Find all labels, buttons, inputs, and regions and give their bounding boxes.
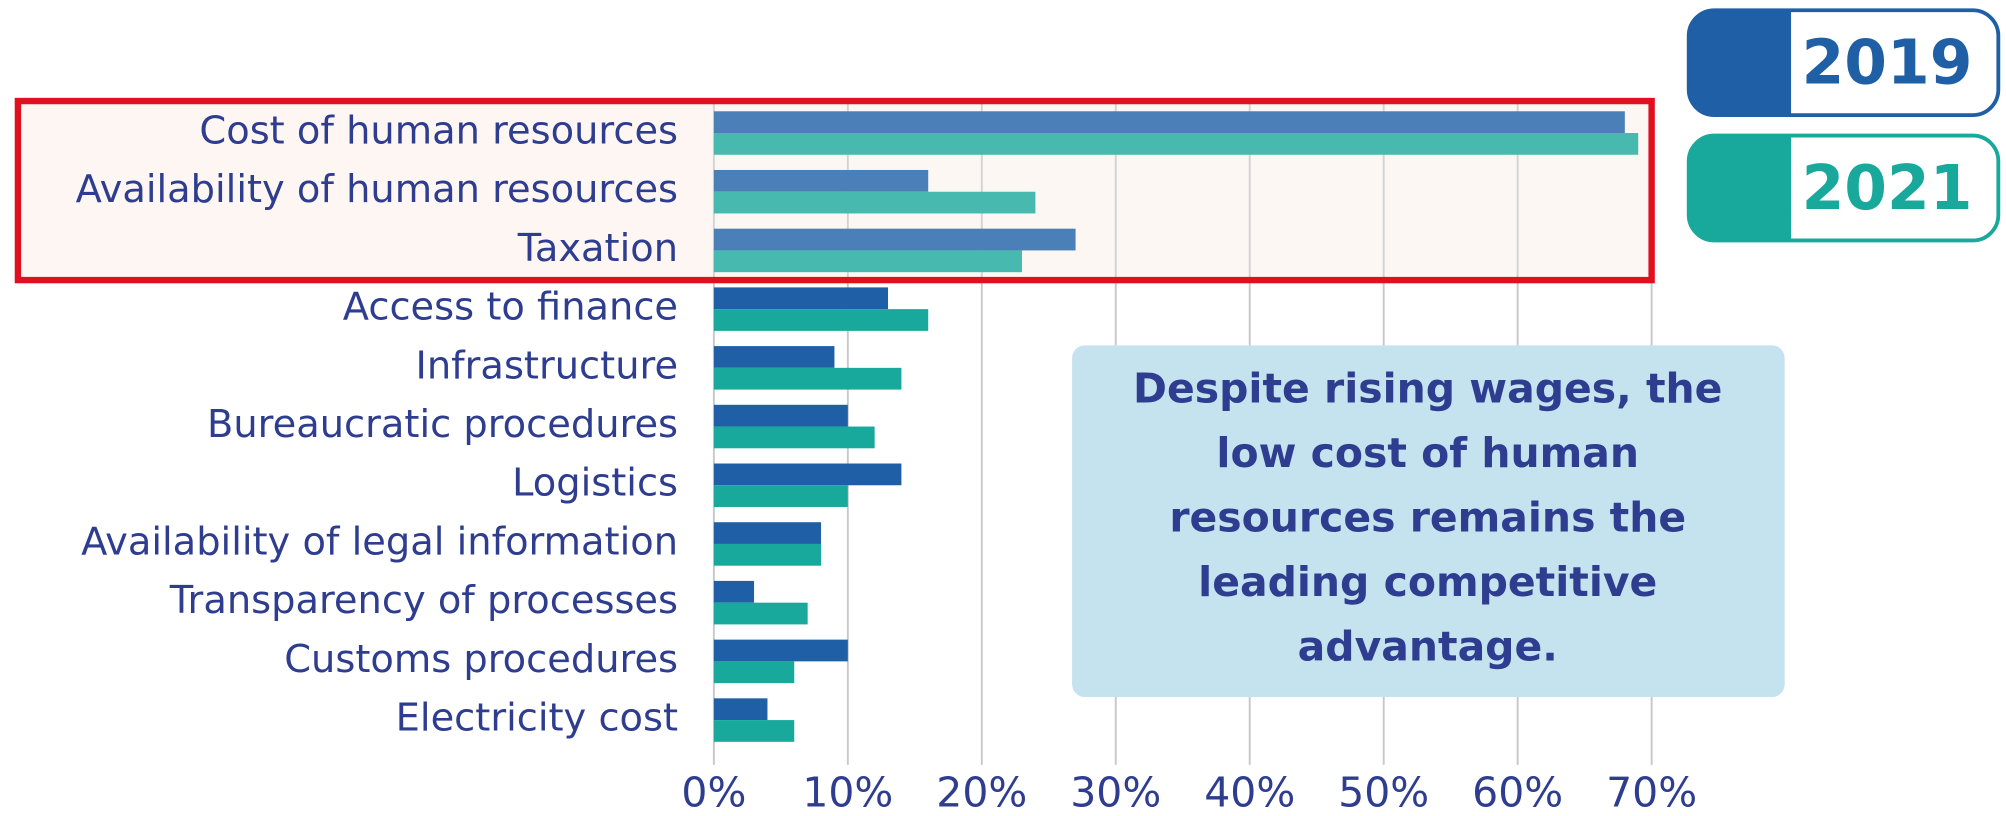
annotation-line: resources remains the bbox=[1169, 494, 1686, 542]
bar bbox=[713, 543, 822, 566]
annotation-line: Despite rising wages, the bbox=[1133, 364, 1722, 412]
legend-swatch-fill bbox=[1688, 135, 1792, 241]
bar bbox=[713, 580, 755, 603]
legend-swatch-fill bbox=[1688, 10, 1792, 116]
x-tick-label: 20% bbox=[936, 769, 1027, 816]
annotation-line: leading competitive bbox=[1198, 558, 1657, 606]
bar bbox=[713, 309, 929, 331]
y-tick-label: Electricity cost bbox=[396, 696, 678, 741]
bar bbox=[713, 698, 768, 721]
x-tick-label: 50% bbox=[1338, 769, 1429, 816]
legend-label: 2021 bbox=[1802, 153, 1973, 224]
bar bbox=[713, 111, 1625, 134]
bar bbox=[713, 191, 1036, 214]
y-tick-label: Availability of legal information bbox=[81, 519, 678, 564]
y-tick-label: Taxation bbox=[517, 226, 678, 271]
bar bbox=[713, 367, 902, 390]
bars bbox=[713, 111, 1639, 742]
bar bbox=[713, 228, 1076, 251]
x-tick-label: 30% bbox=[1070, 769, 1161, 816]
bar bbox=[713, 133, 1639, 155]
x-tick-label: 40% bbox=[1204, 769, 1295, 816]
x-tick-label: 70% bbox=[1606, 769, 1697, 816]
bar bbox=[713, 250, 1022, 273]
bar bbox=[713, 720, 795, 742]
y-tick-label: Cost of human resources bbox=[199, 109, 678, 154]
bar bbox=[713, 169, 929, 192]
y-tick-label: Logistics bbox=[512, 461, 678, 506]
bar bbox=[713, 426, 875, 449]
y-tick-label: Bureaucratic procedures bbox=[207, 402, 678, 447]
bar bbox=[713, 463, 902, 486]
bar bbox=[713, 602, 808, 625]
highlight-overlay bbox=[711, 104, 1650, 277]
bar bbox=[713, 404, 848, 427]
highlight-frame bbox=[14, 97, 1655, 284]
annotation-line: advantage. bbox=[1298, 623, 1558, 671]
bar bbox=[713, 485, 848, 507]
x-tick-label: 10% bbox=[802, 769, 893, 816]
annotation-line: low cost of human bbox=[1216, 429, 1639, 477]
legend-label: 2019 bbox=[1802, 28, 1973, 99]
y-tick-label: Availability of human resources bbox=[76, 167, 678, 212]
bar bbox=[713, 522, 822, 544]
labels: 0% 10% 20% 30% 40% 50% 60% 70% Cost of human res… bbox=[76, 109, 1723, 816]
y-tick-label: Customs procedures bbox=[284, 637, 678, 682]
legend: 2019 2021 bbox=[1686, 8, 2001, 243]
bar bbox=[713, 661, 795, 684]
annotation-box bbox=[1072, 345, 1785, 698]
y-tick-label: Access to finance bbox=[343, 285, 678, 330]
y-tick-label: Transparency of processes bbox=[169, 578, 678, 623]
y-tick-label: Infrastructure bbox=[416, 343, 679, 388]
x-tick-label: 0% bbox=[681, 769, 746, 816]
x-tick-label: 60% bbox=[1472, 769, 1563, 816]
bar bbox=[713, 287, 889, 310]
bar bbox=[713, 639, 848, 662]
bar bbox=[713, 346, 835, 368]
